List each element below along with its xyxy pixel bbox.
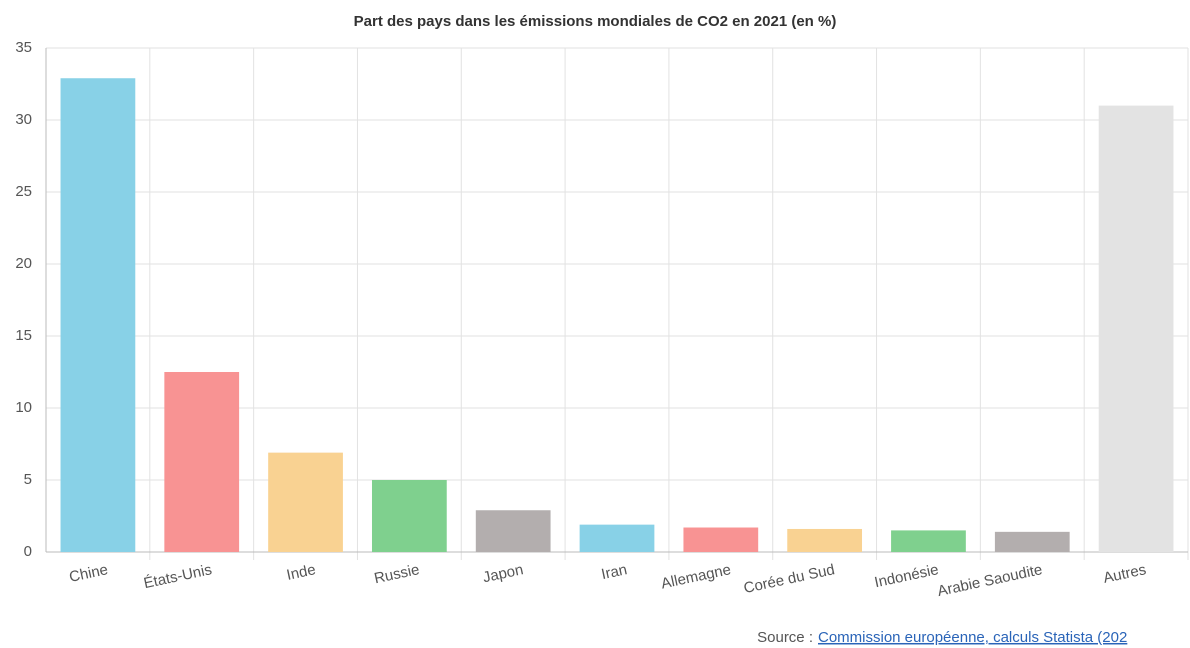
bar bbox=[579, 524, 655, 552]
bar bbox=[60, 78, 136, 553]
bar bbox=[994, 531, 1070, 552]
x-tick-label: Inde bbox=[285, 561, 317, 584]
y-tick-label: 20 bbox=[15, 255, 32, 272]
x-tick-label: Russie bbox=[373, 561, 421, 587]
bar bbox=[683, 527, 759, 552]
x-tick-label: Chine bbox=[68, 561, 110, 586]
bar bbox=[371, 480, 447, 552]
x-tick-label: Indonésie bbox=[873, 561, 940, 591]
y-tick-label: 10 bbox=[15, 399, 32, 416]
bar bbox=[268, 452, 343, 552]
bar bbox=[787, 528, 863, 552]
x-tick-label: États-Unis bbox=[142, 561, 213, 592]
source-label: Source : bbox=[757, 629, 813, 646]
y-tick-label: 0 bbox=[24, 543, 32, 560]
source-link[interactable]: Commission européenne, calculs Statista … bbox=[818, 629, 1127, 646]
bar bbox=[891, 530, 966, 552]
x-tick-label: Arabie Saoudite bbox=[936, 561, 1044, 600]
x-tick-label: Allemagne bbox=[660, 561, 733, 592]
chart-title: Part des pays dans les émissions mondial… bbox=[354, 13, 837, 30]
x-tick-label: Autres bbox=[1102, 561, 1148, 587]
y-tick-label: 25 bbox=[15, 183, 32, 200]
x-tick-label: Japon bbox=[481, 561, 525, 586]
source-link-anchor[interactable]: Commission européenne, calculs Statista … bbox=[818, 629, 1127, 646]
y-tick-label: 15 bbox=[15, 327, 32, 344]
bar bbox=[1098, 105, 1174, 552]
x-tick-label: Corée du Sud bbox=[742, 561, 836, 597]
x-tick-label: Iran bbox=[600, 561, 629, 583]
bar bbox=[164, 372, 240, 552]
bar bbox=[475, 510, 551, 552]
y-tick-label: 30 bbox=[15, 111, 32, 128]
y-tick-label: 5 bbox=[24, 471, 32, 488]
y-tick-label: 35 bbox=[15, 39, 32, 56]
